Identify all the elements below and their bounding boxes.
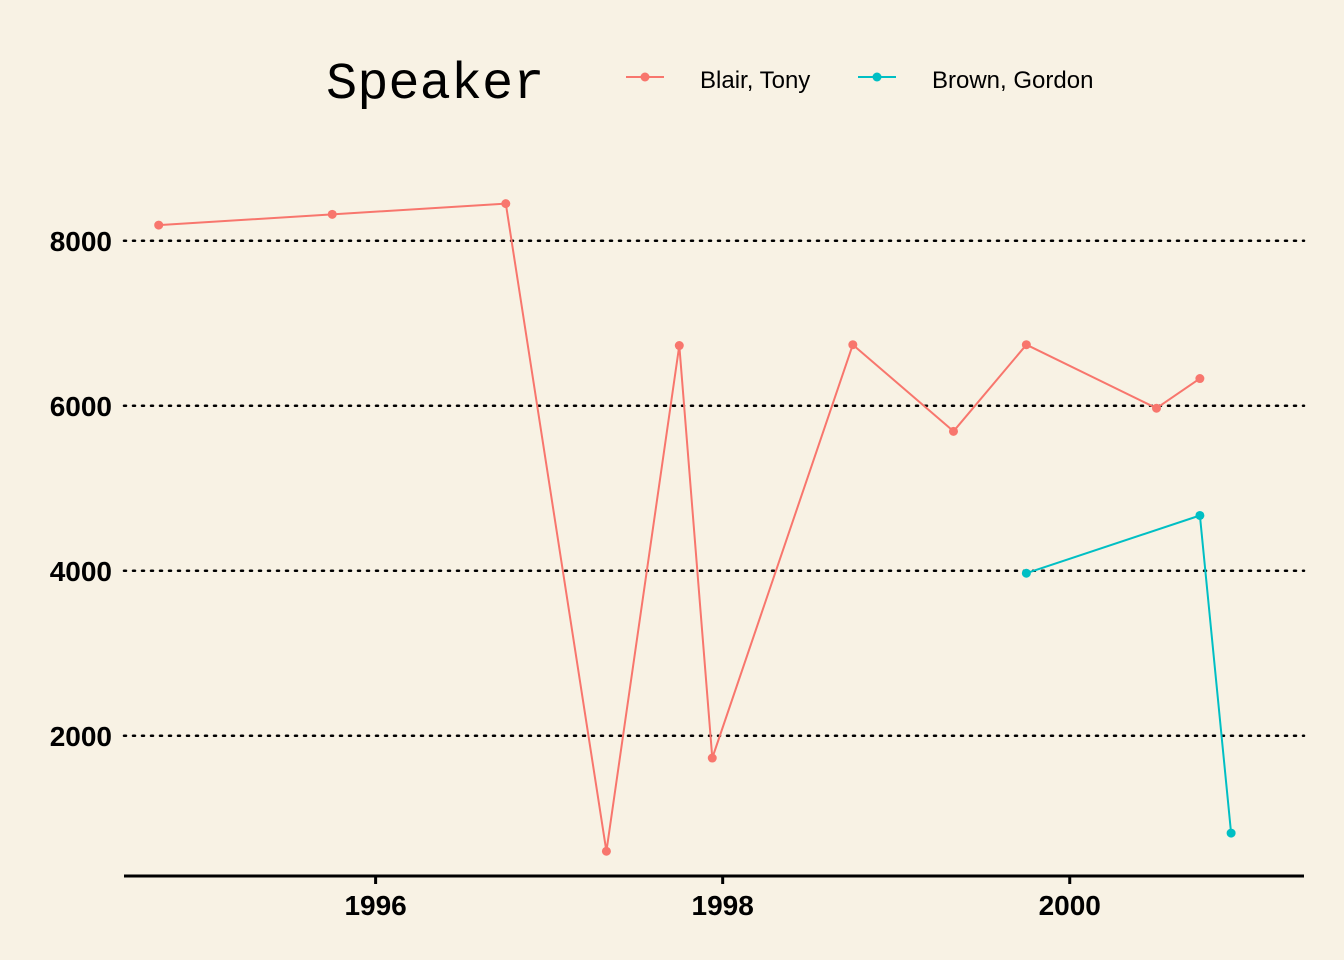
data-point <box>154 220 164 230</box>
y-tick-label: 6000 <box>50 391 112 422</box>
series-blair-tony <box>154 199 1205 856</box>
series-line <box>1026 514 1233 834</box>
x-tick-label: 1998 <box>692 890 754 921</box>
data-point <box>1152 403 1161 413</box>
data-point <box>1021 568 1031 578</box>
data-point <box>501 199 511 209</box>
legend-label: Brown, Gordon <box>932 67 1093 94</box>
data-point <box>1226 828 1236 838</box>
x-tick-label: 1996 <box>344 890 406 921</box>
data-point <box>1021 340 1031 350</box>
x-tick-label: 2000 <box>1039 890 1101 921</box>
series-brown-gordon <box>1021 510 1236 838</box>
data-point <box>707 753 717 763</box>
data-point <box>948 426 958 436</box>
data-point <box>1195 374 1205 384</box>
data-point <box>327 209 337 219</box>
data-point <box>848 340 858 350</box>
legend-title: Speaker <box>326 55 544 114</box>
data-point <box>1195 510 1205 520</box>
axes: 2000 4000 6000 8000 1996 1998 2000 <box>50 226 1304 921</box>
legend-label: Blair, Tony <box>700 67 810 94</box>
series-line <box>158 202 1201 853</box>
legend-swatch-point <box>640 72 650 82</box>
legend: Speaker Blair, Tony Brown, Gordon <box>326 55 1093 114</box>
gridlines <box>122 239 1306 737</box>
y-tick-label: 4000 <box>50 556 112 587</box>
data-point <box>674 341 684 351</box>
data-point <box>601 846 611 856</box>
y-tick-label: 8000 <box>50 226 112 257</box>
series-layer <box>154 199 1236 856</box>
legend-item-brown: Brown, Gordon <box>858 67 1093 94</box>
legend-swatch-point <box>872 72 882 82</box>
legend-item-blair: Blair, Tony <box>626 67 810 94</box>
y-tick-label: 2000 <box>50 721 112 752</box>
